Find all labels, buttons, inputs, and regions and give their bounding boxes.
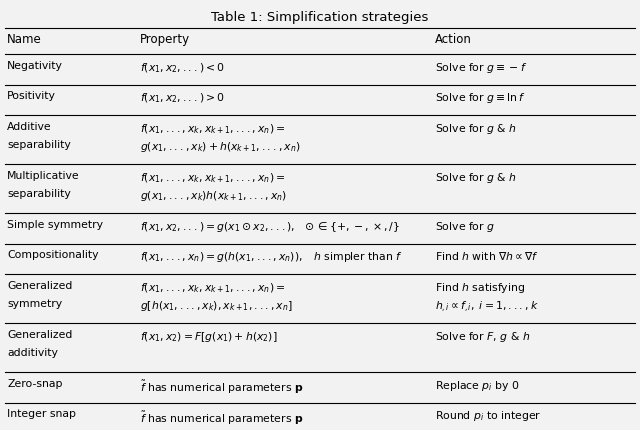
Text: $f(x_1, x_2, ...) = g(x_1 \odot x_2, ...),\;\; \odot \in \{+,-,\times,/\}$: $f(x_1, x_2, ...) = g(x_1 \odot x_2, ...… [140, 219, 400, 233]
Text: $g[h(x_1, ..., x_k), x_{k+1}, ..., x_n]$: $g[h(x_1, ..., x_k), x_{k+1}, ..., x_n]$ [140, 299, 293, 313]
Text: Find $h$ with $\nabla h \propto \nabla f$: Find $h$ with $\nabla h \propto \nabla f… [435, 250, 539, 262]
Text: Solve for $g \equiv -f$: Solve for $g \equiv -f$ [435, 61, 527, 75]
Text: separability: separability [7, 140, 71, 150]
Text: $\tilde{f}$ has numerical parameters $\mathbf{p}$: $\tilde{f}$ has numerical parameters $\m… [140, 408, 303, 426]
Text: Solve for $g$ & $h$: Solve for $g$ & $h$ [435, 171, 517, 184]
Text: Positivity: Positivity [7, 91, 56, 101]
Text: $f(x_1, ..., x_k, x_{k+1}, ..., x_n) =$: $f(x_1, ..., x_k, x_{k+1}, ..., x_n) =$ [140, 122, 285, 135]
Text: Solve for $F$, $g$ & $h$: Solve for $F$, $g$ & $h$ [435, 329, 530, 343]
Text: Multiplicative: Multiplicative [7, 171, 79, 181]
Text: $f(x_1, x_2, ...) > 0$: $f(x_1, x_2, ...) > 0$ [140, 91, 225, 105]
Text: $f(x_1, x_2, ...) < 0$: $f(x_1, x_2, ...) < 0$ [140, 61, 225, 74]
Text: Solve for $g$ & $h$: Solve for $g$ & $h$ [435, 122, 517, 136]
Text: Solve for $g$: Solve for $g$ [435, 219, 495, 233]
Text: $f(x_1, ..., x_n) = g(h(x_1, ..., x_n)),\;\;$ $h$ simpler than $f$: $f(x_1, ..., x_n) = g(h(x_1, ..., x_n)),… [140, 250, 403, 264]
Text: separability: separability [7, 189, 71, 199]
Text: Table 1: Simplification strategies: Table 1: Simplification strategies [211, 11, 429, 24]
Text: $f(x_1, ..., x_k, x_{k+1}, ..., x_n) =$: $f(x_1, ..., x_k, x_{k+1}, ..., x_n) =$ [140, 280, 285, 294]
Text: $f(x_1, ..., x_k, x_{k+1}, ..., x_n) =$: $f(x_1, ..., x_k, x_{k+1}, ..., x_n) =$ [140, 171, 285, 184]
Text: Solve for $g \equiv \ln f$: Solve for $g \equiv \ln f$ [435, 91, 525, 105]
Text: Generalized: Generalized [7, 329, 72, 339]
Text: Round $p_i$ to integer: Round $p_i$ to integer [435, 408, 541, 423]
Text: Find $h$ satisfying: Find $h$ satisfying [435, 280, 525, 294]
Text: Zero-snap: Zero-snap [7, 378, 63, 388]
Text: Compositionality: Compositionality [7, 250, 99, 260]
Text: Action: Action [435, 33, 472, 46]
Text: symmetry: symmetry [7, 299, 62, 309]
Text: $\tilde{f}$ has numerical parameters $\mathbf{p}$: $\tilde{f}$ has numerical parameters $\m… [140, 378, 303, 395]
Text: $h_{,i} \propto f_{,i},\; i = 1, ..., k$: $h_{,i} \propto f_{,i},\; i = 1, ..., k$ [435, 299, 539, 314]
Text: additivity: additivity [7, 348, 58, 358]
Text: $g(x_1, ..., x_k) + h(x_{k+1}, ..., x_n)$: $g(x_1, ..., x_k) + h(x_{k+1}, ..., x_n)… [140, 140, 301, 154]
Text: Simple symmetry: Simple symmetry [7, 219, 103, 230]
Text: Replace $p_i$ by 0: Replace $p_i$ by 0 [435, 378, 520, 392]
Text: Property: Property [140, 33, 190, 46]
Text: Name: Name [7, 33, 42, 46]
Text: $g(x_1, ..., x_k)h(x_{k+1}, ..., x_n)$: $g(x_1, ..., x_k)h(x_{k+1}, ..., x_n)$ [140, 189, 287, 203]
Text: Generalized: Generalized [7, 280, 72, 290]
Text: Additive: Additive [7, 122, 52, 132]
Text: Integer snap: Integer snap [7, 408, 76, 418]
Text: $f(x_1, x_2) = F[g(x_1) + h(x_2)]$: $f(x_1, x_2) = F[g(x_1) + h(x_2)]$ [140, 329, 278, 343]
Text: Negativity: Negativity [7, 61, 63, 71]
